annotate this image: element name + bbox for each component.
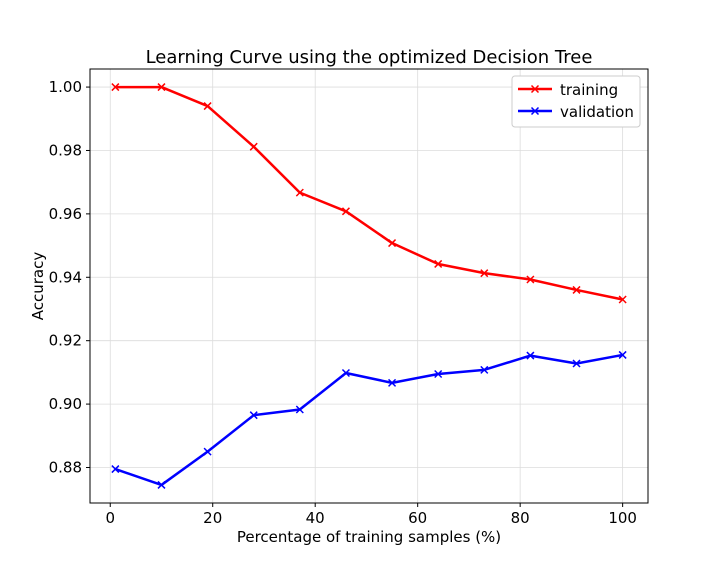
legend-training-label: training xyxy=(560,81,618,99)
x-tick-label: 0 xyxy=(105,509,115,527)
y-tick-label: 0.90 xyxy=(49,395,82,413)
x-tick-label: 20 xyxy=(203,509,222,527)
plot-frame xyxy=(89,68,649,504)
series-training-point xyxy=(572,285,581,294)
x-tick-label: 60 xyxy=(408,509,427,527)
x-tick-label: 80 xyxy=(511,509,530,527)
series-training-point xyxy=(203,102,212,111)
y-tick-label: 0.98 xyxy=(49,141,82,159)
series-validation-point xyxy=(572,359,581,368)
series-validation-point xyxy=(203,447,212,456)
series-training-point xyxy=(434,259,443,268)
x-tick-label: 40 xyxy=(306,509,325,527)
x-tick-label: 100 xyxy=(608,509,637,527)
series-validation-point xyxy=(618,350,627,359)
series-training-line xyxy=(115,85,623,301)
y-axis-label: Accuracy xyxy=(29,252,47,321)
legend-training-marker xyxy=(530,84,540,94)
series-training-point xyxy=(157,83,166,92)
series-group xyxy=(111,83,627,489)
series-training-point xyxy=(341,207,350,216)
series-training-point xyxy=(388,239,397,248)
axis-ticks: 0 20 40 60 80 100 0.88 0.90 0.92 0.94 0.96 0.98 1.00 xyxy=(49,78,637,527)
chart-title: Learning Curve using the optimized Decis… xyxy=(146,47,593,68)
series-training-point xyxy=(295,188,304,197)
series-validation-point xyxy=(249,411,258,420)
series-validation-point xyxy=(388,378,397,387)
series-training-point xyxy=(618,295,627,304)
series-validation-point xyxy=(111,465,120,474)
series-validation-point xyxy=(526,351,535,360)
y-tick-label: 0.88 xyxy=(49,458,82,476)
series-validation-point xyxy=(157,480,166,489)
legend: training validation xyxy=(511,75,641,128)
series-validation-point xyxy=(434,369,443,379)
legend-validation-label: validation xyxy=(560,103,634,121)
series-training-point xyxy=(480,269,489,278)
y-tick-label: 0.92 xyxy=(49,332,82,350)
series-training-point xyxy=(111,83,120,92)
x-axis-label: Percentage of training samples (%) xyxy=(237,528,501,546)
legend-validation-marker xyxy=(530,106,540,116)
y-tick-label: 0.96 xyxy=(49,205,82,223)
series-validation-point xyxy=(341,368,350,378)
y-tick-label: 1.00 xyxy=(49,78,82,96)
series-training-point xyxy=(249,142,258,151)
y-tick-label: 0.94 xyxy=(49,268,82,286)
series-validation-line xyxy=(114,353,623,487)
series-validation-point xyxy=(480,365,489,374)
series-training-point xyxy=(526,275,535,284)
series-validation-point xyxy=(295,405,304,414)
